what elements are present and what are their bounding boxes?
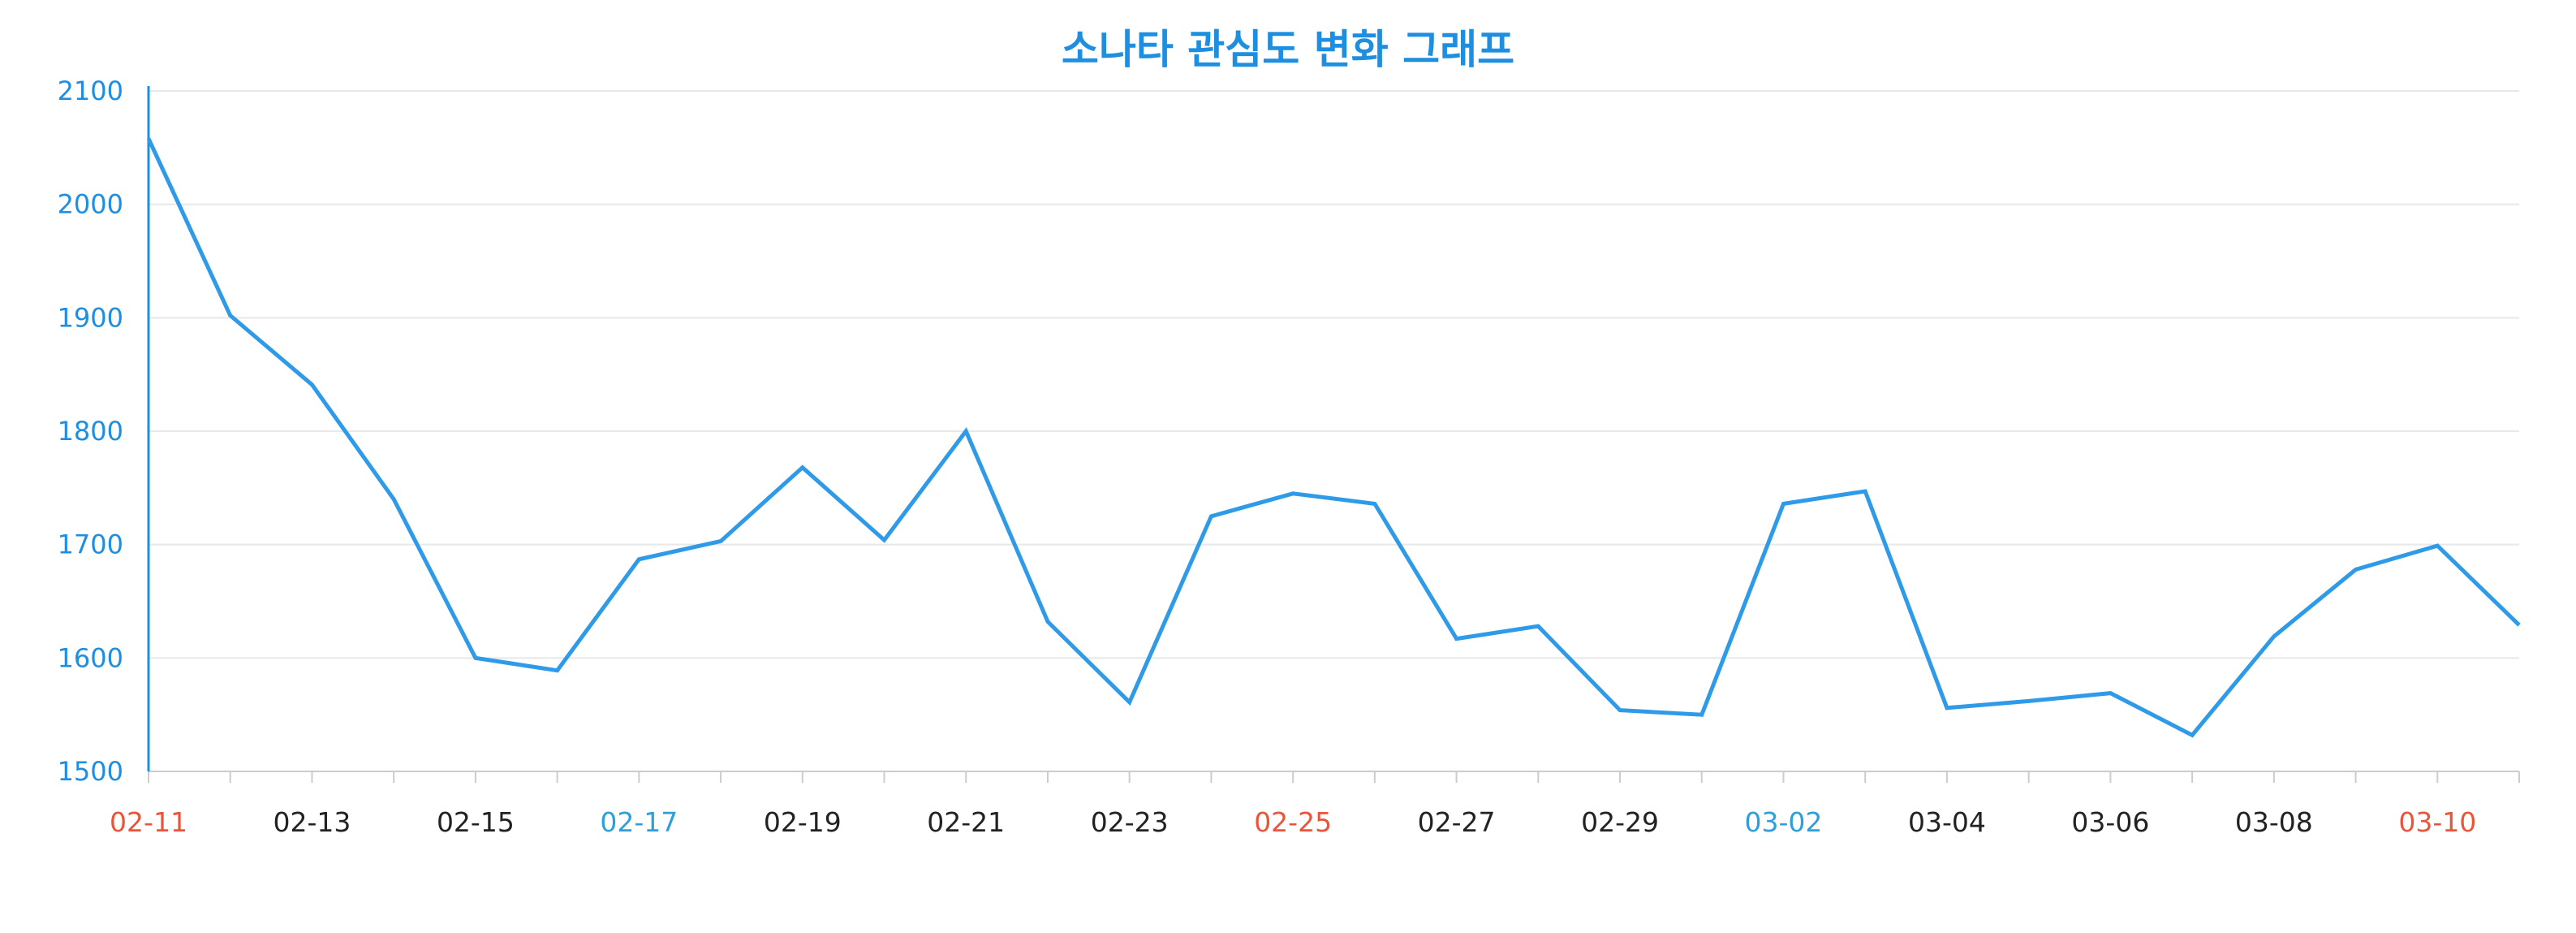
series-layer bbox=[146, 137, 2521, 738]
y-tick-label-1900: 1900 bbox=[58, 302, 123, 333]
series-line-0 bbox=[146, 137, 2521, 738]
x-tick-label-03-06: 03-06 bbox=[2071, 806, 2149, 838]
y-tick-label-2000: 2000 bbox=[58, 189, 123, 220]
x-tick-label-02-29: 02-29 bbox=[1581, 806, 1659, 838]
x-tick-label-02-27: 02-27 bbox=[1418, 806, 1496, 838]
x-tick-label-03-04: 03-04 bbox=[1908, 806, 1986, 838]
grid-lines bbox=[149, 90, 2519, 659]
x-tick-label-02-13: 02-13 bbox=[274, 806, 351, 838]
chart-title: 소나타 관심도 변화 그래프 bbox=[1062, 26, 1514, 73]
x-tick-label-02-19: 02-19 bbox=[764, 806, 842, 838]
x-tick-label-02-25: 02-25 bbox=[1254, 806, 1332, 838]
x-tick-label-02-17: 02-17 bbox=[600, 806, 678, 838]
y-tick-label-1500: 1500 bbox=[58, 756, 123, 787]
y-tick-label-1700: 1700 bbox=[58, 529, 123, 560]
axes bbox=[147, 86, 2520, 783]
x-tick-label-02-23: 02-23 bbox=[1091, 806, 1169, 838]
x-tick-label-03-10: 03-10 bbox=[2398, 806, 2476, 838]
y-axis-ticks: 1500 1600 1700 1800 1900 2000 2100 bbox=[58, 76, 123, 787]
x-tick-label-02-21: 02-21 bbox=[927, 806, 1005, 838]
x-tick-label-03-02: 03-02 bbox=[1745, 806, 1823, 838]
x-tick-label-02-11: 02-11 bbox=[110, 806, 187, 838]
y-tick-label-1600: 1600 bbox=[58, 642, 123, 673]
x-tick-label-02-15: 02-15 bbox=[437, 806, 515, 838]
x-tick-label-03-08: 03-08 bbox=[2235, 806, 2313, 838]
y-tick-label-1800: 1800 bbox=[58, 416, 123, 447]
x-axis-ticks: 02-11 02-13 02-15 02-17 02-19 02-21 02-23 02-25… bbox=[110, 806, 2476, 838]
y-tick-label-2100: 2100 bbox=[58, 76, 123, 106]
